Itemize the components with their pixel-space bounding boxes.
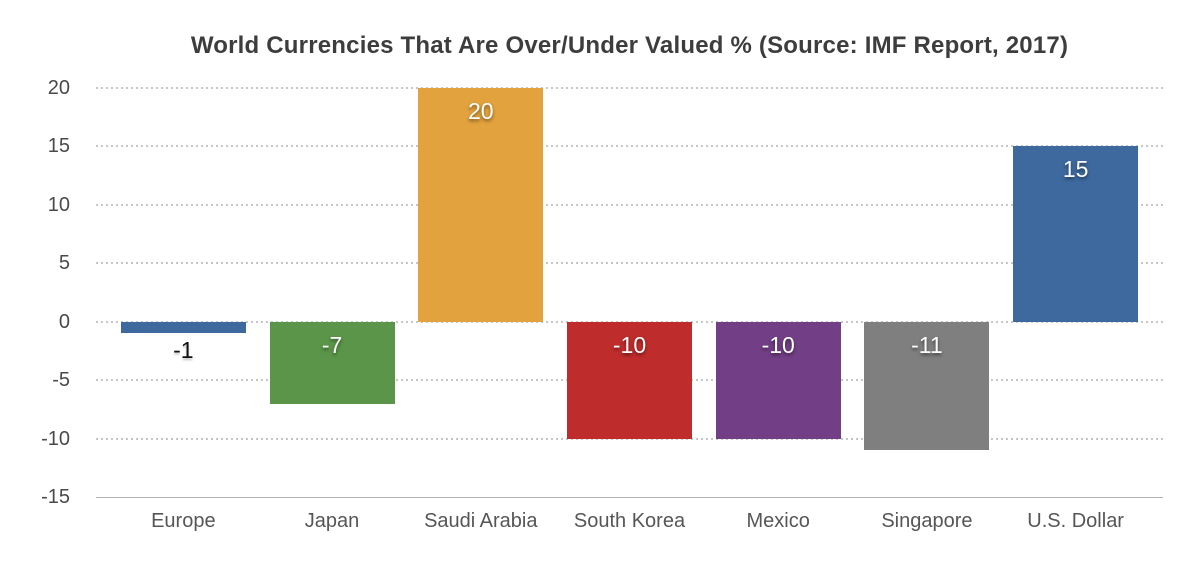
bar-u-s-dollar: [1013, 146, 1139, 322]
gridline-y-10: [96, 203, 1163, 206]
category-label-japan: Japan: [304, 510, 360, 532]
chart-title: World Currencies That Are Over/Under Val…: [190, 32, 1069, 59]
value-label-saudi-arabia: 20: [467, 98, 494, 124]
gridline-y-15: [96, 145, 1163, 148]
category-label-singapore: Singapore: [881, 510, 973, 532]
x-axis-line: [96, 497, 1163, 498]
category-label-saudi-arabia: Saudi Arabia: [424, 510, 538, 532]
category-label-south-korea: South Korea: [573, 510, 686, 532]
bar-mexico: [715, 321, 841, 439]
category-label-mexico: Mexico: [746, 510, 810, 532]
y-tick-label: 5: [58, 252, 70, 275]
gridline-y-20: [96, 87, 1163, 89]
gridline-y--10: [96, 437, 1163, 440]
bar-south-korea: [567, 321, 692, 439]
value-label-u-s-dollar: 15: [1062, 156, 1089, 183]
bar-saudi-arabia: [418, 88, 544, 322]
bar-japan: [269, 321, 395, 404]
category-label-europe: Europe: [151, 510, 216, 532]
gridline-y-5: [96, 262, 1163, 265]
value-label-mexico: -10: [761, 331, 795, 358]
y-tick-label: -10: [41, 427, 70, 450]
value-label-japan: -7: [321, 331, 343, 358]
value-label-south-korea: -10: [612, 331, 647, 358]
y-tick-label: 20: [47, 77, 70, 99]
y-tick-label: -15: [41, 486, 70, 508]
y-tick-label: 0: [58, 310, 70, 333]
value-label-singapore: -11: [911, 331, 943, 358]
y-tick-label: 15: [47, 135, 70, 158]
y-tick-label: -5: [52, 369, 70, 392]
value-label-europe: -1: [173, 337, 194, 364]
bar-europe: [120, 321, 246, 334]
bar-singapore: [864, 321, 990, 451]
category-label-u-s-dollar: U.S. Dollar: [1027, 510, 1124, 532]
y-tick-label: 10: [47, 193, 70, 216]
